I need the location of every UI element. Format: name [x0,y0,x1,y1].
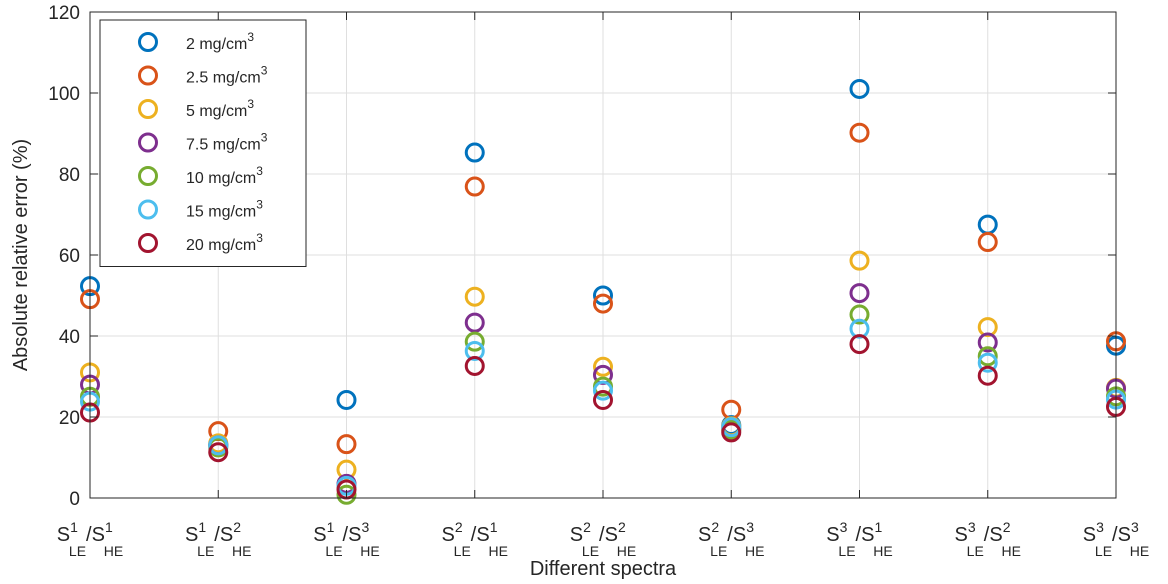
data-point [464,142,485,163]
data-point [977,332,998,353]
data-point [977,346,998,367]
x-tick-label: S2 LE/S3 HE [698,519,764,559]
x-tick-label: S3 LE/S3 HE [1083,519,1149,559]
legend-entry: 10 mg/cm3 [186,164,263,187]
legend-entry: 20 mg/cm3 [186,231,263,254]
y-tick-labels: 0 20 40 60 80 100 120 [48,3,80,510]
legend-box [99,19,307,267]
data-point [593,285,613,306]
data-point [593,293,613,314]
y-axis-label: Absolute relative error (%) [10,139,32,371]
data-point [464,340,485,361]
legend-entry: 2 mg/cm3 [186,30,254,53]
data-point [464,355,485,376]
y-tick-label: 20 [59,408,80,429]
data-point [849,250,870,271]
data-point [593,389,613,410]
data-point [849,283,870,304]
x-tick-label: S1 LE/S3 HE [313,519,379,559]
y-tick-label: 80 [59,165,80,186]
x-tick-label: S2 LE/S2 HE [570,519,636,559]
legend-entry: 15 mg/cm3 [186,198,263,221]
data-point [464,312,485,333]
data-point [336,434,357,455]
legend-marker [138,233,158,253]
data-point [464,331,485,352]
x-tick-label: S2 LE/S1 HE [442,519,508,559]
data-point [849,78,870,99]
legend-marker [138,99,158,119]
legend-marker [138,65,158,86]
data-point [336,389,357,410]
data-point [208,435,229,456]
data-point [977,317,998,338]
legend-marker [138,132,158,153]
legend-entry: 5 mg/cm3 [186,97,254,120]
legend-entry: 2.5 mg/cm3 [186,64,268,87]
legend-entry: 7.5 mg/cm3 [186,131,268,154]
x-tick-labels: S1 LE/S1 HE S1 LE/S2 HE S1 LE/S3 HE S2 LE/S1 HE S2 LE… [57,519,1149,559]
y-tick-label: 120 [48,3,80,24]
data-point [849,122,870,143]
legend-marker [138,32,158,52]
data-point [977,352,998,373]
y-tick-label: 60 [59,246,80,267]
y-tick-label: 40 [59,327,80,348]
legend: 2 mg/cm3 2.5 mg/cm3 5 mg/cm3 7.5 mg/cm3 10 m… [99,19,307,267]
x-tick-label: S3 LE/S1 HE [826,519,892,559]
data-point [593,380,613,401]
x-axis-label: Different spectra [530,558,677,580]
legend-marker [138,199,158,220]
x-tick-label: S3 LE/S2 HE [955,519,1021,559]
data-point [464,176,485,197]
data-point [849,304,870,325]
data-point [464,286,485,307]
y-tick-label: 100 [48,84,80,105]
x-tick-label: S1 LE/S1 HE [57,519,123,559]
axis-ticks [89,11,1117,499]
legend-marker [138,166,158,186]
data-point [849,334,870,355]
y-tick-label: 0 [69,489,80,510]
data-point [977,232,998,253]
data-point [593,356,613,377]
x-tick-label: S1 LE/S2 HE [185,519,251,559]
data-point [721,422,742,443]
data-point [977,365,998,386]
data-point [849,318,870,339]
data-point [208,442,229,463]
